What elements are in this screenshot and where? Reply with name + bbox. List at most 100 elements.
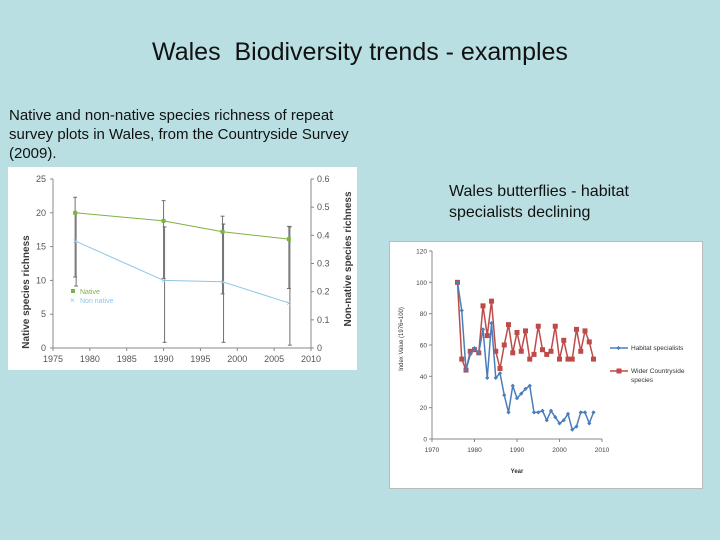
chart2-caption: Wales butterflies - habitat specialists … [449,183,629,221]
c2-legend-wider-marker [616,368,622,374]
c2-legend-wider-label: Wider Countryside species [631,368,686,384]
c2-x-tick-label: 2010 [595,447,610,454]
c2-y-tick-label: 40 [420,374,428,381]
c2-habitat-point [578,410,583,415]
c2-habitat-point [489,320,494,326]
c2-y-tick-label: 80 [420,311,428,318]
c2-habitat-point [506,410,511,415]
c2-y-axis-label: Index Value (1976=100) [399,307,405,371]
c1-y-tick-label: 5 [41,309,46,319]
c2-y-tick-label: 60 [420,343,428,350]
c2-y-tick-label: 120 [416,249,427,256]
c2-legend-wider-label-line2: species [631,377,654,384]
c2-habitat-point [502,393,507,398]
c1-nonnative-line [74,240,290,304]
c2-legend: Habitat specialists Wider Countryside sp… [610,345,686,384]
c1-axes [50,178,314,351]
c2-tick-labels: 0 20 40 60 80 100 120 1970 1980 1990 2000 2010 [416,249,609,455]
c1-x-tick-label: 1980 [80,354,100,364]
c2-wider-point [569,356,575,362]
c2-wider-point [489,298,494,304]
c1-legend: Native × Non native [70,289,114,305]
c1-nonnative-point: × [161,276,166,285]
c2-wider-point [574,326,579,332]
c2-habitat-point [485,375,490,381]
c2-habitat-point [591,410,596,415]
c2-legend-habitat-label: Habitat specialists [631,345,684,352]
c2-x-tick-label: 1990 [510,447,525,454]
c1-native-point [73,210,78,215]
c2-wider-point [497,366,503,371]
c1-series-lines: × × × × [73,210,292,308]
c2-y-tick-label: 100 [416,280,427,287]
c2-legend-habitat-marker [616,345,621,351]
c2-wider-point [540,347,545,353]
c2-wider-point [484,333,490,339]
c2-x-tick-label: 1970 [425,447,440,454]
c2-wider-point [514,329,520,335]
c1-nonnative-point: × [73,237,78,246]
c1-legend-nonnative-label: Non native [80,298,114,305]
c1-x-tick-label: 1985 [117,354,137,364]
c2-habitat-point [519,391,524,396]
c2-wider-point [591,356,596,362]
c1-y2-tick-label: 0.6 [317,174,330,184]
c2-x-tick-label: 2000 [552,447,567,454]
c1-tick-labels: 0 5 10 15 20 25 0 0.1 0.2 0.3 0.4 0.5 0.6 1975 1980 198… [36,174,330,364]
c2-habitat-point [557,421,562,426]
c2-wider-point [582,328,588,334]
c2-wider-point [510,350,516,356]
c1-x-tick-label: 2010 [301,354,321,364]
c1-legend-native-swatch [71,289,75,293]
c2-habitat-point [463,367,469,373]
slide-title: Wales Biodiversity trends - examples [152,38,568,66]
c1-native-point [286,237,291,242]
c1-y-tick-label: 15 [36,242,46,252]
c2-wider-point [518,348,524,354]
c2-habitat-point [561,418,566,423]
c2-series-lines [455,279,596,432]
c2-habitat-point [587,421,592,426]
c2-wider-point [561,337,567,343]
c2-wider-point [548,348,554,354]
c2-wider-point [467,348,473,354]
c1-native-line [75,212,289,240]
c2-habitat-point [540,408,545,413]
chart1-caption: Native and non-native species richness o… [9,107,349,162]
c1-native-point [220,229,225,234]
c2-wider-point [544,351,550,357]
c2-habitat-point [531,410,537,415]
butterflies-chart-panel: 0 20 40 60 80 100 120 1970 1980 1990 2000 2010 Inde… [389,241,703,489]
c2-wider-point [523,328,528,334]
c1-x-tick-label: 2000 [227,354,247,364]
c2-wider-point [501,342,507,348]
c2-wider-point [535,323,541,329]
c2-y-tick-label: 20 [420,405,428,412]
c1-y-tick-label: 10 [36,275,46,285]
c2-habitat-point [459,308,464,313]
c2-habitat-point [553,414,558,420]
species-richness-chart-panel: 0 5 10 15 20 25 0 0.1 0.2 0.3 0.4 0.5 0.6 1975 1980 198… [8,167,357,370]
c1-y2-tick-label: 0.5 [317,202,330,212]
c2-habitat-point [582,410,588,415]
c2-habitat-point [497,371,503,376]
c2-wider-point [565,356,571,362]
c1-y-tick-label: 0 [41,343,46,353]
c2-y-tick-label: 0 [423,437,427,444]
c1-legend-nonnative-marker: × [70,296,75,305]
c2-wider-point [493,348,499,354]
c2-habitat-point [548,408,554,413]
c2-wider-point [527,356,533,362]
c1-y-tick-label: 20 [36,208,46,218]
c1-x-tick-label: 2005 [264,354,284,364]
c1-x-tick-label: 1995 [190,354,210,364]
c2-habitat-point [510,383,515,388]
c1-y2-tick-label: 0.4 [317,230,330,240]
c2-wider-point [480,303,486,309]
c2-wider-point [531,351,537,357]
butterflies-chart: 0 20 40 60 80 100 120 1970 1980 1990 2000 2010 Inde… [399,249,686,476]
c2-wider-point [459,356,465,362]
c2-habitat-point [536,410,541,415]
c1-y2-tick-label: 0.3 [317,259,330,269]
species-richness-chart: 0 5 10 15 20 25 0 0.1 0.2 0.3 0.4 0.5 0.6 1975 1980 198… [21,174,354,364]
